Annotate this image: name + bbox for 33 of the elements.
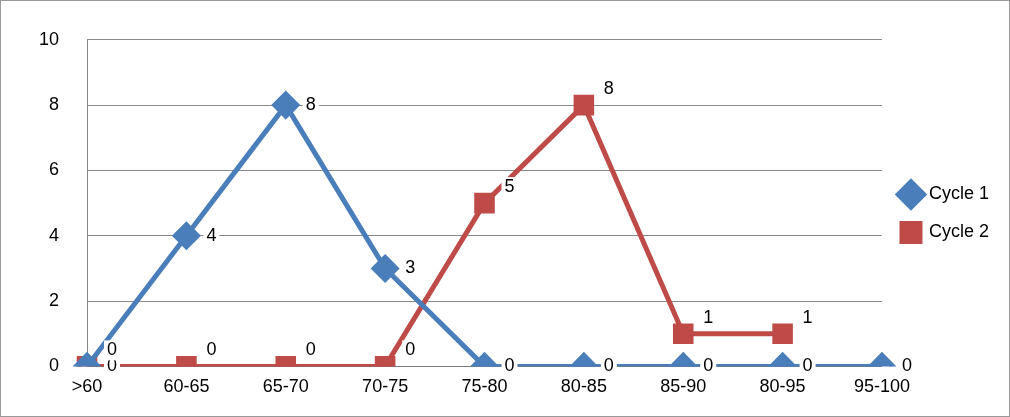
data-label: 0	[107, 339, 118, 360]
y-tick-label: 8	[49, 94, 60, 115]
x-tick-label: 70-75	[362, 376, 409, 397]
y-tick-label: 10	[38, 28, 60, 49]
y-tick-label: 6	[49, 159, 60, 180]
x-tick-label: 60-65	[163, 376, 210, 397]
data-label: 0	[703, 355, 714, 376]
x-tick-label: 80-85	[560, 376, 607, 397]
y-tick-label: 2	[49, 290, 60, 311]
legend-label: Cycle 1	[928, 183, 990, 204]
legend-label: Cycle 2	[928, 221, 990, 242]
data-label: 1	[802, 306, 813, 327]
x-tick-label: 95-100	[853, 376, 911, 397]
data-label: 0	[305, 339, 316, 360]
x-tick-label: 85-90	[660, 376, 707, 397]
data-label: 8	[603, 78, 614, 99]
x-tick-label: 65-70	[262, 376, 309, 397]
data-label: 1	[703, 306, 714, 327]
data-label: 0	[802, 355, 813, 376]
data-label: 0	[504, 355, 515, 376]
data-label: 5	[504, 176, 515, 197]
y-tick-label: 4	[49, 224, 60, 245]
data-label: 0	[603, 355, 614, 376]
y-tick-label: 0	[49, 355, 60, 376]
x-tick-label: 80-95	[759, 376, 806, 397]
data-label: 4	[206, 224, 217, 245]
data-label: 3	[405, 257, 416, 278]
data-label: 8	[305, 94, 316, 115]
data-label: 0	[405, 339, 416, 360]
data-label: 0	[901, 355, 912, 376]
x-tick-label: 75-80	[461, 376, 508, 397]
x-tick-label: >60	[71, 376, 103, 397]
data-label: 0	[206, 339, 217, 360]
